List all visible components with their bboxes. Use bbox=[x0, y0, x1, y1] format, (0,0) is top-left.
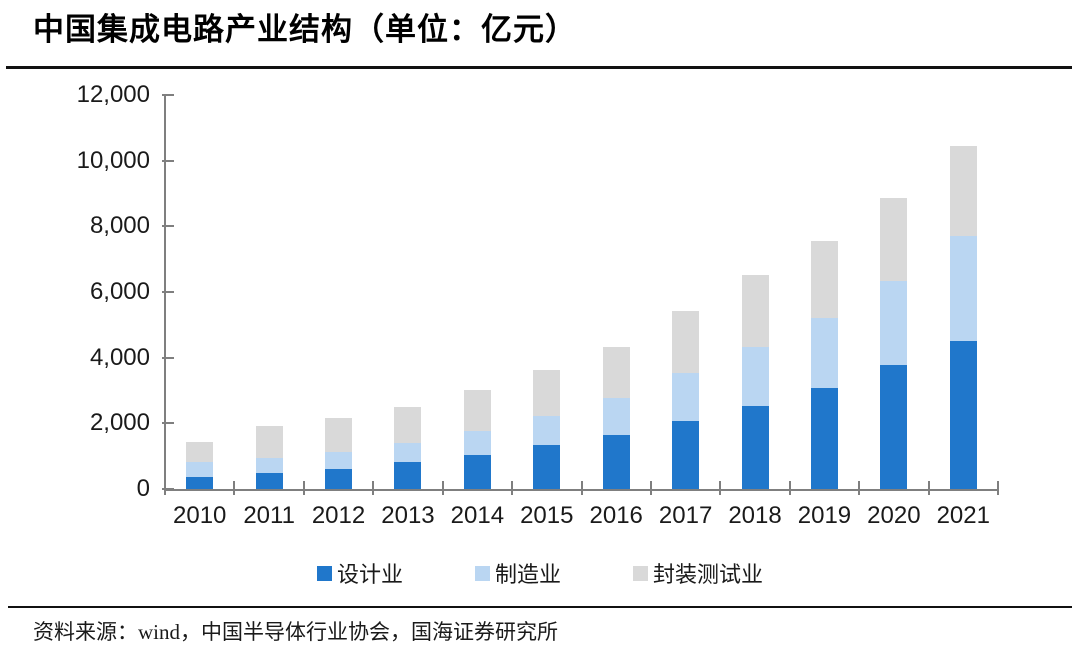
y-tick-label: 10,000 bbox=[76, 146, 150, 174]
x-tick bbox=[858, 481, 861, 495]
bar-segment-设计业-2016 bbox=[602, 435, 630, 489]
x-tick-label-2012: 2012 bbox=[311, 502, 366, 529]
bar-segment-制造业-2021 bbox=[949, 236, 977, 341]
x-tick bbox=[511, 481, 514, 495]
bar-segment-封装测试业-2016 bbox=[602, 346, 630, 398]
x-tick-label-2015: 2015 bbox=[520, 502, 574, 529]
legend-swatch-icon bbox=[633, 565, 648, 581]
x-tick-label-2021: 2021 bbox=[936, 502, 990, 529]
bar-segment-设计业-2011 bbox=[255, 473, 283, 489]
y-tick bbox=[162, 159, 174, 162]
chart-title: 中国集成电路产业结构（单位：亿元） bbox=[33, 12, 577, 47]
y-tick-label: 2,000 bbox=[89, 409, 150, 437]
chart-legend: 设计业 制造业 封装测试业 bbox=[0, 557, 1080, 589]
bar-segment-制造业-2013 bbox=[394, 442, 422, 463]
x-tick-label-2017: 2017 bbox=[658, 502, 713, 529]
x-tick bbox=[649, 481, 652, 495]
bar-segment-封装测试业-2012 bbox=[325, 418, 353, 453]
bar-segment-设计业-2017 bbox=[672, 420, 700, 489]
bar-segment-制造业-2016 bbox=[602, 398, 630, 435]
x-tick-label-2011: 2011 bbox=[243, 502, 295, 529]
x-tick bbox=[233, 481, 236, 495]
bar-segment-封装测试业-2017 bbox=[672, 311, 700, 374]
bar-segment-制造业-2014 bbox=[463, 431, 491, 455]
bar-segment-制造业-2012 bbox=[325, 452, 353, 469]
bar-segment-设计业-2014 bbox=[463, 454, 491, 489]
y-tick-label: 8,000 bbox=[89, 212, 150, 240]
x-tick-label-2018: 2018 bbox=[728, 502, 782, 529]
legend-swatch-icon bbox=[474, 565, 490, 581]
y-tick bbox=[162, 356, 174, 359]
x-tick-label-2014: 2014 bbox=[450, 502, 505, 529]
bar-segment-设计业-2012 bbox=[325, 468, 353, 489]
y-axis-line bbox=[164, 95, 166, 491]
y-tick bbox=[162, 94, 174, 96]
x-tick-label-2010: 2010 bbox=[173, 502, 227, 529]
y-tick-label: 0 bbox=[136, 475, 150, 502]
legend-label: 封装测试业 bbox=[653, 562, 764, 587]
bar-segment-封装测试业-2014 bbox=[463, 389, 491, 432]
source-note: 资料来源：wind，中国半导体行业协会，国海证券研究所 bbox=[33, 620, 558, 644]
y-tick-label: 4,000 bbox=[89, 343, 150, 371]
bar-segment-制造业-2010 bbox=[186, 462, 214, 478]
bar-segment-设计业-2018 bbox=[741, 406, 769, 489]
title-divider bbox=[6, 66, 1072, 69]
y-tick-label: 12,000 bbox=[76, 81, 150, 108]
y-tick bbox=[162, 225, 174, 228]
x-tick-label-2013: 2013 bbox=[381, 502, 435, 529]
legend-item-设计业: 设计业 bbox=[316, 557, 403, 589]
y-tick-label: 6,000 bbox=[89, 278, 150, 305]
legend-label: 设计业 bbox=[336, 562, 403, 587]
legend-swatch-icon bbox=[316, 565, 332, 581]
bar-segment-设计业-2010 bbox=[186, 477, 214, 489]
footer-divider bbox=[8, 606, 1072, 608]
bar-segment-制造业-2019 bbox=[810, 317, 838, 389]
bar-segment-设计业-2015 bbox=[533, 445, 561, 489]
bar-segment-设计业-2021 bbox=[949, 340, 977, 489]
x-tick bbox=[719, 481, 722, 495]
y-tick bbox=[162, 291, 174, 293]
bar-segment-制造业-2020 bbox=[880, 280, 908, 365]
x-tick bbox=[372, 481, 375, 495]
bar-segment-封装测试业-2018 bbox=[741, 274, 769, 347]
bar-segment-制造业-2011 bbox=[255, 457, 283, 474]
legend-label: 制造业 bbox=[494, 562, 561, 587]
bar-segment-封装测试业-2010 bbox=[186, 441, 214, 463]
x-tick-label-2019: 2019 bbox=[797, 502, 852, 529]
x-axis-line bbox=[164, 489, 999, 491]
bar-segment-封装测试业-2021 bbox=[949, 145, 977, 237]
bar-segment-封装测试业-2011 bbox=[255, 425, 283, 458]
bar-segment-封装测试业-2019 bbox=[810, 240, 838, 318]
bar-segment-制造业-2015 bbox=[533, 415, 561, 446]
bar-segment-设计业-2019 bbox=[810, 388, 838, 489]
x-tick bbox=[927, 481, 930, 495]
x-tick bbox=[788, 481, 791, 495]
x-tick bbox=[302, 481, 305, 495]
bar-segment-制造业-2018 bbox=[741, 346, 769, 407]
x-tick bbox=[580, 481, 583, 495]
bar-segment-封装测试业-2013 bbox=[394, 406, 422, 443]
x-tick-label-2020: 2020 bbox=[867, 502, 921, 529]
bar-segment-封装测试业-2015 bbox=[533, 370, 561, 416]
y-tick bbox=[162, 422, 174, 425]
bar-segment-设计业-2020 bbox=[880, 364, 908, 489]
legend-item-制造业: 制造业 bbox=[474, 557, 561, 589]
bar-segment-制造业-2017 bbox=[672, 373, 700, 421]
bar-segment-设计业-2013 bbox=[394, 462, 422, 489]
x-tick bbox=[441, 481, 444, 495]
bar-segment-封装测试业-2020 bbox=[880, 198, 908, 281]
x-tick bbox=[997, 481, 999, 495]
x-tick-label-2016: 2016 bbox=[589, 502, 643, 529]
legend-item-封装测试业: 封装测试业 bbox=[633, 557, 763, 589]
